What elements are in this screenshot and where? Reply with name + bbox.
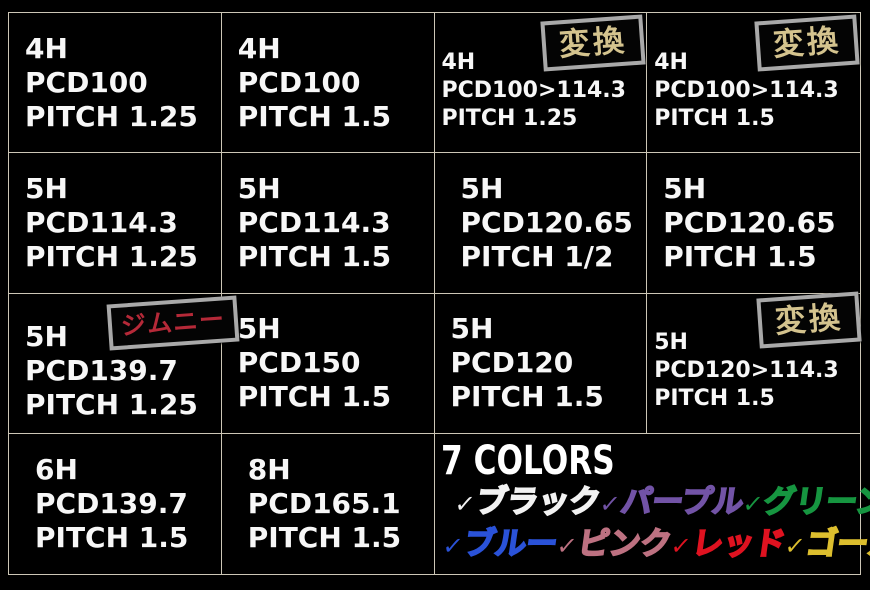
pitch-value: PITCH 1/2 [460,239,614,273]
pcd-value: PCD100>114.3 [654,77,839,103]
pitch-value: PITCH 1.5 [663,239,817,273]
hole-count: 5H [460,171,504,205]
pcd-value: PCD120.65 [663,205,836,239]
pcd-value: PCD150 [237,346,361,380]
color-option: ✓ブルー [440,525,560,564]
color-label: ブラック [472,483,603,521]
pcd-value: PCD139.7 [25,354,178,388]
hole-count: 4H [654,49,688,75]
spec-cell: 8H PCD165.1 PITCH 1.5 [222,433,435,574]
pcd-value: PCD100 [25,65,148,99]
color-option: ✓ゴールド [782,525,870,564]
colors-title: 7 COLORS [440,437,615,484]
color-row: ✓ブルー ✓ピンク ✓レッド ✓ゴールド [440,522,870,564]
hole-count: 5H [237,312,281,346]
color-label: ブルー [460,525,560,563]
spec-cell: ジムニー 5H PCD139.7 PITCH 1.25 [9,293,240,434]
pitch-value: PITCH 1.5 [247,520,402,554]
color-label: ゴールド [803,525,870,563]
color-label: ピンク [574,525,674,563]
pitch-value: PITCH 1.25 [25,99,198,133]
hole-count: 5H [450,312,494,346]
spec-cell: 変換 4H PCD100>114.3 PITCH 1.25 [434,13,648,154]
checkmark-icon: ✓ [554,531,579,560]
checkmark-icon: ✓ [440,531,465,560]
color-label: レッド [688,525,788,563]
color-option: ✓ピンク [554,525,675,564]
hole-count: 4H [25,31,68,65]
checkmark-icon: ✓ [597,489,622,518]
checkmark-icon: ✓ [668,531,693,560]
spec-table: 4H PCD100 PITCH 1.25 4H PCD100 PITCH 1.5… [8,12,870,575]
hole-count: 5H [25,320,68,354]
hole-count: 5H [654,330,688,356]
pcd-value: PCD120.65 [460,205,633,239]
color-label: グリーン [761,483,870,521]
color-option: ✓ブラック [452,483,603,522]
conversion-badge: 変換 [756,291,862,348]
pcd-value: PCD120>114.3 [654,358,839,384]
spec-cell: 5H PCD114.3 PITCH 1.25 [9,153,222,294]
spec-cell: 5H PCD120.65 PITCH 1/2 [434,153,648,294]
pitch-value: PITCH 1.5 [654,386,775,412]
conversion-badge: 変換 [540,14,646,72]
spec-cell: 変換 5H PCD120>114.3 PITCH 1.5 [647,291,862,434]
pcd-value: PCD139.7 [35,486,188,520]
color-option: ✓レッド [668,525,789,564]
pitch-value: PITCH 1.5 [237,239,392,273]
spec-cell: 5H PCD120.65 PITCH 1.5 [647,153,860,294]
pitch-value: PITCH 1.5 [35,520,189,554]
spec-cell: 6H PCD139.7 PITCH 1.5 [9,433,222,574]
spec-cell: 4H PCD100 PITCH 1.5 [221,13,435,154]
spec-cell: 5H PCD120 PITCH 1.5 [434,293,648,434]
checkmark-icon: ✓ [452,489,477,518]
spec-cell: 5H PCD114.3 PITCH 1.5 [221,153,435,294]
pcd-value: PCD100>114.3 [441,77,626,103]
spec-cell: 4H PCD100 PITCH 1.25 [9,13,222,154]
pcd-value: PCD100 [237,65,361,99]
conversion-badge: 変換 [754,14,860,72]
color-option: ✓グリーン [740,483,870,522]
hole-count: 4H [237,31,281,65]
spec-cell: 5H PCD150 PITCH 1.5 [221,293,435,434]
color-label: パープル [617,483,746,521]
colors-section: 7 COLORS ✓ブラック ✓パープル ✓グリーン ✓ブルー ✓ピンク ✓レッ… [435,434,870,574]
hole-count: 5H [237,171,281,205]
pcd-value: PCD114.3 [25,205,178,239]
pitch-value: PITCH 1.5 [237,99,392,133]
pcd-value: PCD114.3 [237,205,391,239]
pitch-value: PITCH 1.5 [654,105,775,131]
spec-cell: 変換 4H PCD100>114.3 PITCH 1.5 [647,13,860,154]
pitch-value: PITCH 1.25 [25,239,198,273]
checkmark-icon: ✓ [782,531,807,560]
jimny-badge: ジムニー [106,295,240,350]
pitch-value: PITCH 1.5 [450,380,604,414]
pitch-value: PITCH 1.5 [237,380,392,414]
checkmark-icon: ✓ [740,489,765,518]
pitch-value: PITCH 1.25 [25,388,198,422]
hole-count: 8H [247,452,291,486]
color-option: ✓パープル [597,483,747,522]
pitch-value: PITCH 1.25 [441,105,578,131]
pcd-value: PCD165.1 [247,486,401,520]
hole-count: 5H [663,171,707,205]
hole-count: 4H [441,49,476,75]
pcd-value: PCD120 [450,346,574,380]
color-row: ✓ブラック ✓パープル ✓グリーン [441,482,870,522]
hole-count: 6H [35,452,78,486]
hole-count: 5H [25,171,68,205]
